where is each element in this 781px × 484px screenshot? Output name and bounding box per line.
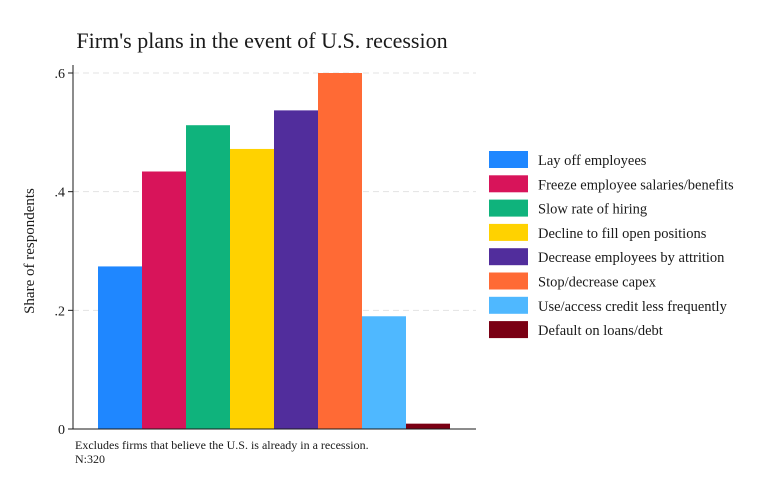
legend-label: Lay off employees (538, 153, 647, 169)
legend-label: Stop/decrease capex (538, 275, 657, 291)
legend-swatch (489, 272, 528, 290)
legend: Lay off employees Freeze employee salarie… (489, 151, 734, 339)
bar-2 (142, 171, 186, 429)
legend-label: Decline to fill open positions (538, 226, 707, 242)
bar-4 (230, 148, 274, 430)
y-tick-label: .4 (55, 186, 66, 201)
legend-label: Decrease employees by attrition (538, 250, 725, 266)
bar-3 (186, 125, 230, 430)
note-line-1: Excludes firms that believe the U.S. is … (75, 438, 369, 452)
legend-swatch (489, 175, 528, 193)
legend-swatch (489, 223, 528, 241)
legend-label: Slow rate of hiring (538, 202, 647, 218)
chart-title: Firm's plans in the event of U.S. recess… (76, 28, 447, 53)
legend-label: Freeze employee salaries/benefits (538, 177, 734, 193)
note-line-2: N:320 (75, 452, 105, 466)
legend-swatch (489, 248, 528, 266)
y-tick-label: 0 (58, 423, 65, 438)
legend-swatch (489, 321, 528, 339)
legend-swatch (489, 151, 528, 168)
bar-5 (274, 110, 318, 429)
y-tick-label: .6 (55, 67, 66, 82)
bar-1 (98, 266, 142, 429)
legend-swatch (489, 199, 528, 217)
legend-label: Use/access credit less frequently (538, 299, 728, 315)
legend-label: Default on loans/debt (538, 323, 663, 339)
y-tick-label: .2 (55, 304, 66, 319)
bar-7 (362, 316, 406, 429)
y-axis-label: Share of respondents (22, 188, 38, 314)
y-axis: 0 .2 .4 .6 (55, 65, 476, 438)
bar-8 (406, 423, 450, 429)
legend-swatch (489, 296, 528, 314)
bar-6 (318, 73, 362, 429)
bars (98, 73, 450, 430)
